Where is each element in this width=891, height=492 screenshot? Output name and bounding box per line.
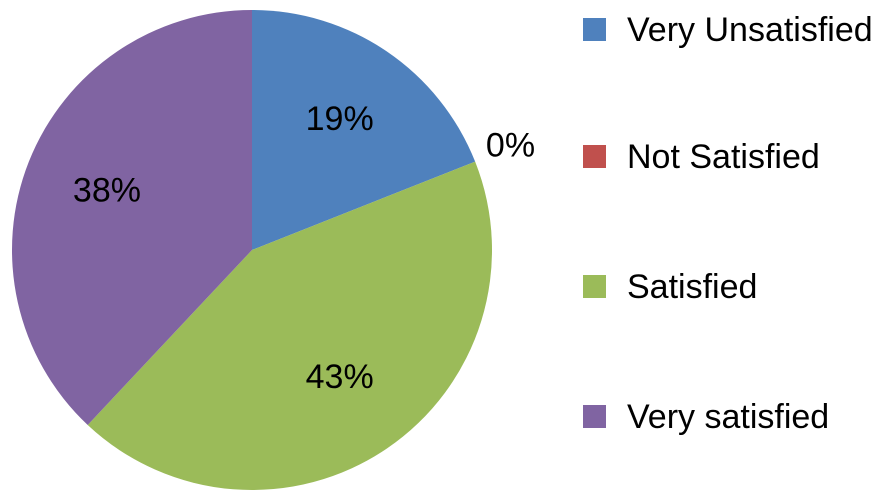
data-label: 38% [73, 172, 141, 210]
legend-item: Very satisfied [583, 392, 885, 442]
legend: Very Unsatisfied Not Satisfied Satisfied Ve… [583, 0, 888, 492]
legend-swatch [583, 145, 606, 168]
data-label: 0% [486, 127, 535, 165]
legend-swatch [583, 18, 606, 41]
legend-label: Very Unsatisfied [627, 11, 873, 49]
legend-swatch [583, 275, 606, 298]
legend-item: Not Satisfied [583, 132, 885, 182]
data-label: 19% [306, 100, 374, 138]
legend-item: Satisfied [583, 262, 885, 312]
data-label: 43% [306, 358, 374, 396]
legend-swatch [583, 405, 606, 428]
pie-slice [87, 161, 493, 491]
legend-label: Satisfied [627, 268, 758, 306]
legend-label: Not Satisfied [627, 138, 820, 176]
legend-item: Very Unsatisfied [583, 5, 885, 55]
pie-slice [11, 10, 253, 425]
pie-slice [252, 10, 476, 250]
legend-label: Very satisfied [627, 398, 830, 436]
